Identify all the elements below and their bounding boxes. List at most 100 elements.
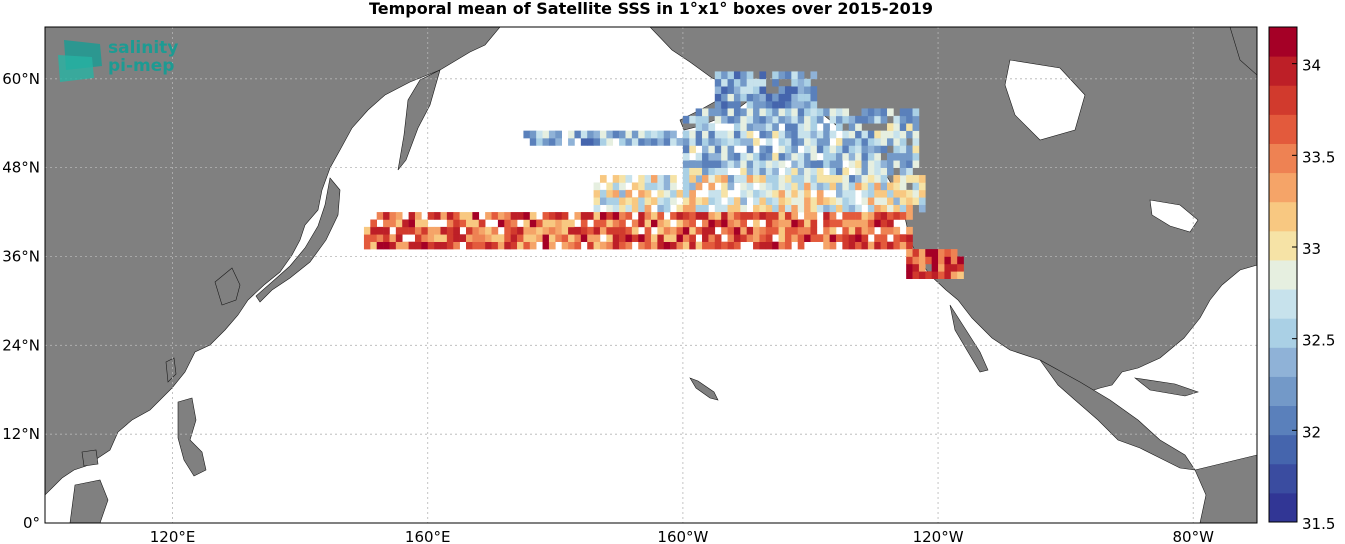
salinity-cell [459, 234, 467, 242]
salinity-cell [906, 123, 913, 131]
salinity-cell [867, 241, 875, 250]
salinity-cell [695, 152, 703, 161]
salinity-cell [682, 175, 690, 183]
salinity-cell [861, 130, 869, 139]
salinity-cell [727, 101, 735, 109]
salinity-cell [721, 226, 728, 235]
salinity-cell [797, 123, 805, 131]
salinity-cell [670, 175, 677, 183]
salinity-cell [772, 241, 779, 250]
salinity-cell [644, 204, 652, 213]
salinity-cell [542, 234, 550, 242]
salinity-cell [548, 226, 556, 235]
salinity-cell [918, 182, 926, 191]
salinity-cell [791, 108, 799, 117]
colorbar-tick-label: 33 [1302, 240, 1321, 258]
salinity-cell [867, 219, 875, 228]
salinity-cell [797, 86, 805, 94]
salinity-cell [574, 130, 582, 139]
salinity-cell [848, 234, 856, 242]
salinity-cell [855, 167, 862, 176]
salinity-cell [746, 108, 754, 117]
salinity-cell [682, 167, 690, 176]
salinity-cell [453, 226, 460, 235]
salinity-cell [702, 123, 709, 131]
salinity-cell [816, 197, 824, 205]
salinity-cell [759, 152, 767, 161]
salinity-cell [561, 234, 569, 242]
salinity-cell [676, 212, 684, 220]
salinity-cell [791, 78, 799, 87]
salinity-cell [466, 234, 473, 242]
salinity-cell [912, 189, 920, 198]
salinity-cell [497, 241, 505, 250]
salinity-cell [765, 115, 773, 124]
salinity-cell [561, 226, 569, 235]
salinity-cell [912, 123, 920, 131]
salinity-cell [676, 234, 684, 242]
salinity-cell [829, 241, 837, 250]
salinity-cell [561, 241, 569, 250]
salinity-cell [816, 115, 824, 124]
salinity-cell [931, 256, 939, 265]
salinity-cell [651, 219, 658, 228]
salinity-cell [778, 175, 786, 183]
salinity-cell [784, 130, 792, 139]
salinity-cell [523, 130, 531, 139]
salinity-cell [440, 241, 448, 250]
salinity-cell [797, 130, 805, 139]
salinity-cell [829, 182, 837, 191]
salinity-cell [670, 182, 677, 191]
salinity-cell [625, 189, 633, 198]
salinity-cell [772, 71, 779, 80]
salinity-cell [631, 130, 639, 139]
salinity-cell [899, 152, 907, 161]
salinity-cell [593, 182, 601, 191]
salinity-cell [389, 212, 397, 220]
salinity-cell [727, 138, 735, 146]
salinity-cell [861, 108, 869, 117]
landmass-baja [949, 304, 989, 373]
salinity-cell [855, 204, 862, 213]
salinity-cell [504, 212, 511, 220]
salinity-cell [466, 212, 473, 220]
salinity-cell [816, 138, 824, 146]
salinity-cell [542, 241, 550, 250]
salinity-cell [950, 271, 958, 280]
salinity-cell [746, 115, 754, 124]
salinity-cell [676, 241, 684, 250]
salinity-cell [848, 204, 856, 213]
salinity-cell [906, 197, 913, 205]
salinity-cell [670, 234, 677, 242]
salinity-cell [772, 130, 779, 139]
salinity-cell [644, 234, 652, 242]
salinity-cell [746, 78, 754, 87]
salinity-cell [695, 212, 703, 220]
salinity-cell [797, 189, 805, 198]
salinity-cell [759, 86, 767, 94]
salinity-cell [791, 212, 799, 220]
colorbar-tick-label: 32.5 [1302, 332, 1335, 350]
salinity-cell [663, 241, 671, 250]
salinity-cell [842, 241, 850, 250]
salinity-cell [861, 212, 869, 220]
salinity-cell [625, 175, 633, 183]
salinity-cell [791, 226, 799, 235]
salinity-cell [599, 130, 607, 139]
salinity-cell [816, 234, 824, 242]
colorbar-segment [1269, 289, 1297, 319]
salinity-cell [606, 182, 614, 191]
salinity-cell [829, 115, 837, 124]
salinity-cell [906, 175, 913, 183]
salinity-cell [631, 204, 639, 213]
salinity-cell [714, 197, 722, 205]
salinity-cell [702, 108, 709, 117]
salinity-cell [663, 226, 671, 235]
salinity-cell [363, 234, 371, 242]
salinity-cell [593, 219, 601, 228]
salinity-cell [791, 204, 799, 213]
salinity-cell [918, 263, 926, 272]
salinity-cell [887, 167, 894, 176]
salinity-cell [434, 241, 441, 250]
salinity-cell [727, 241, 735, 250]
